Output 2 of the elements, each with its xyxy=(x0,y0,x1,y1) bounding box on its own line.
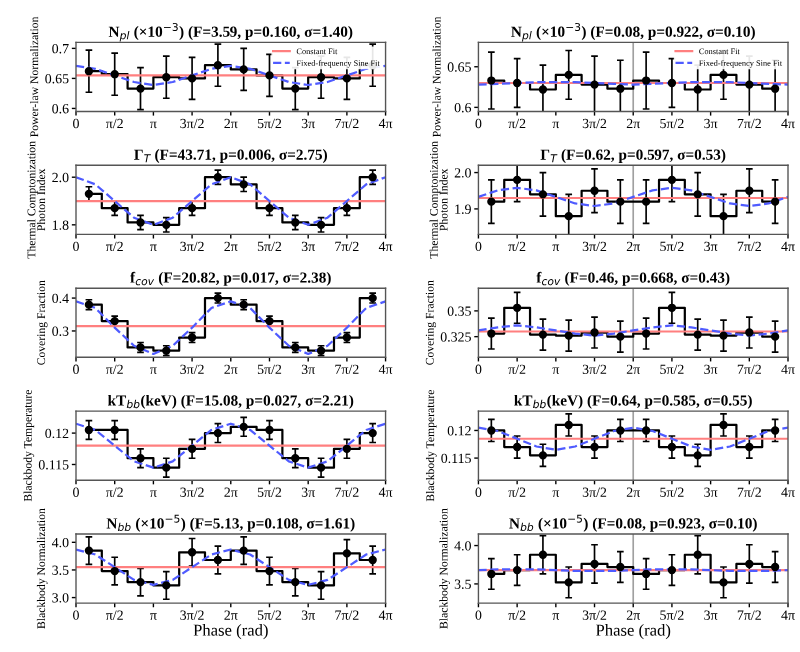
x-axis-title: Phase (rad) xyxy=(193,624,268,640)
x-axis-title: Phase (rad) xyxy=(595,624,671,640)
